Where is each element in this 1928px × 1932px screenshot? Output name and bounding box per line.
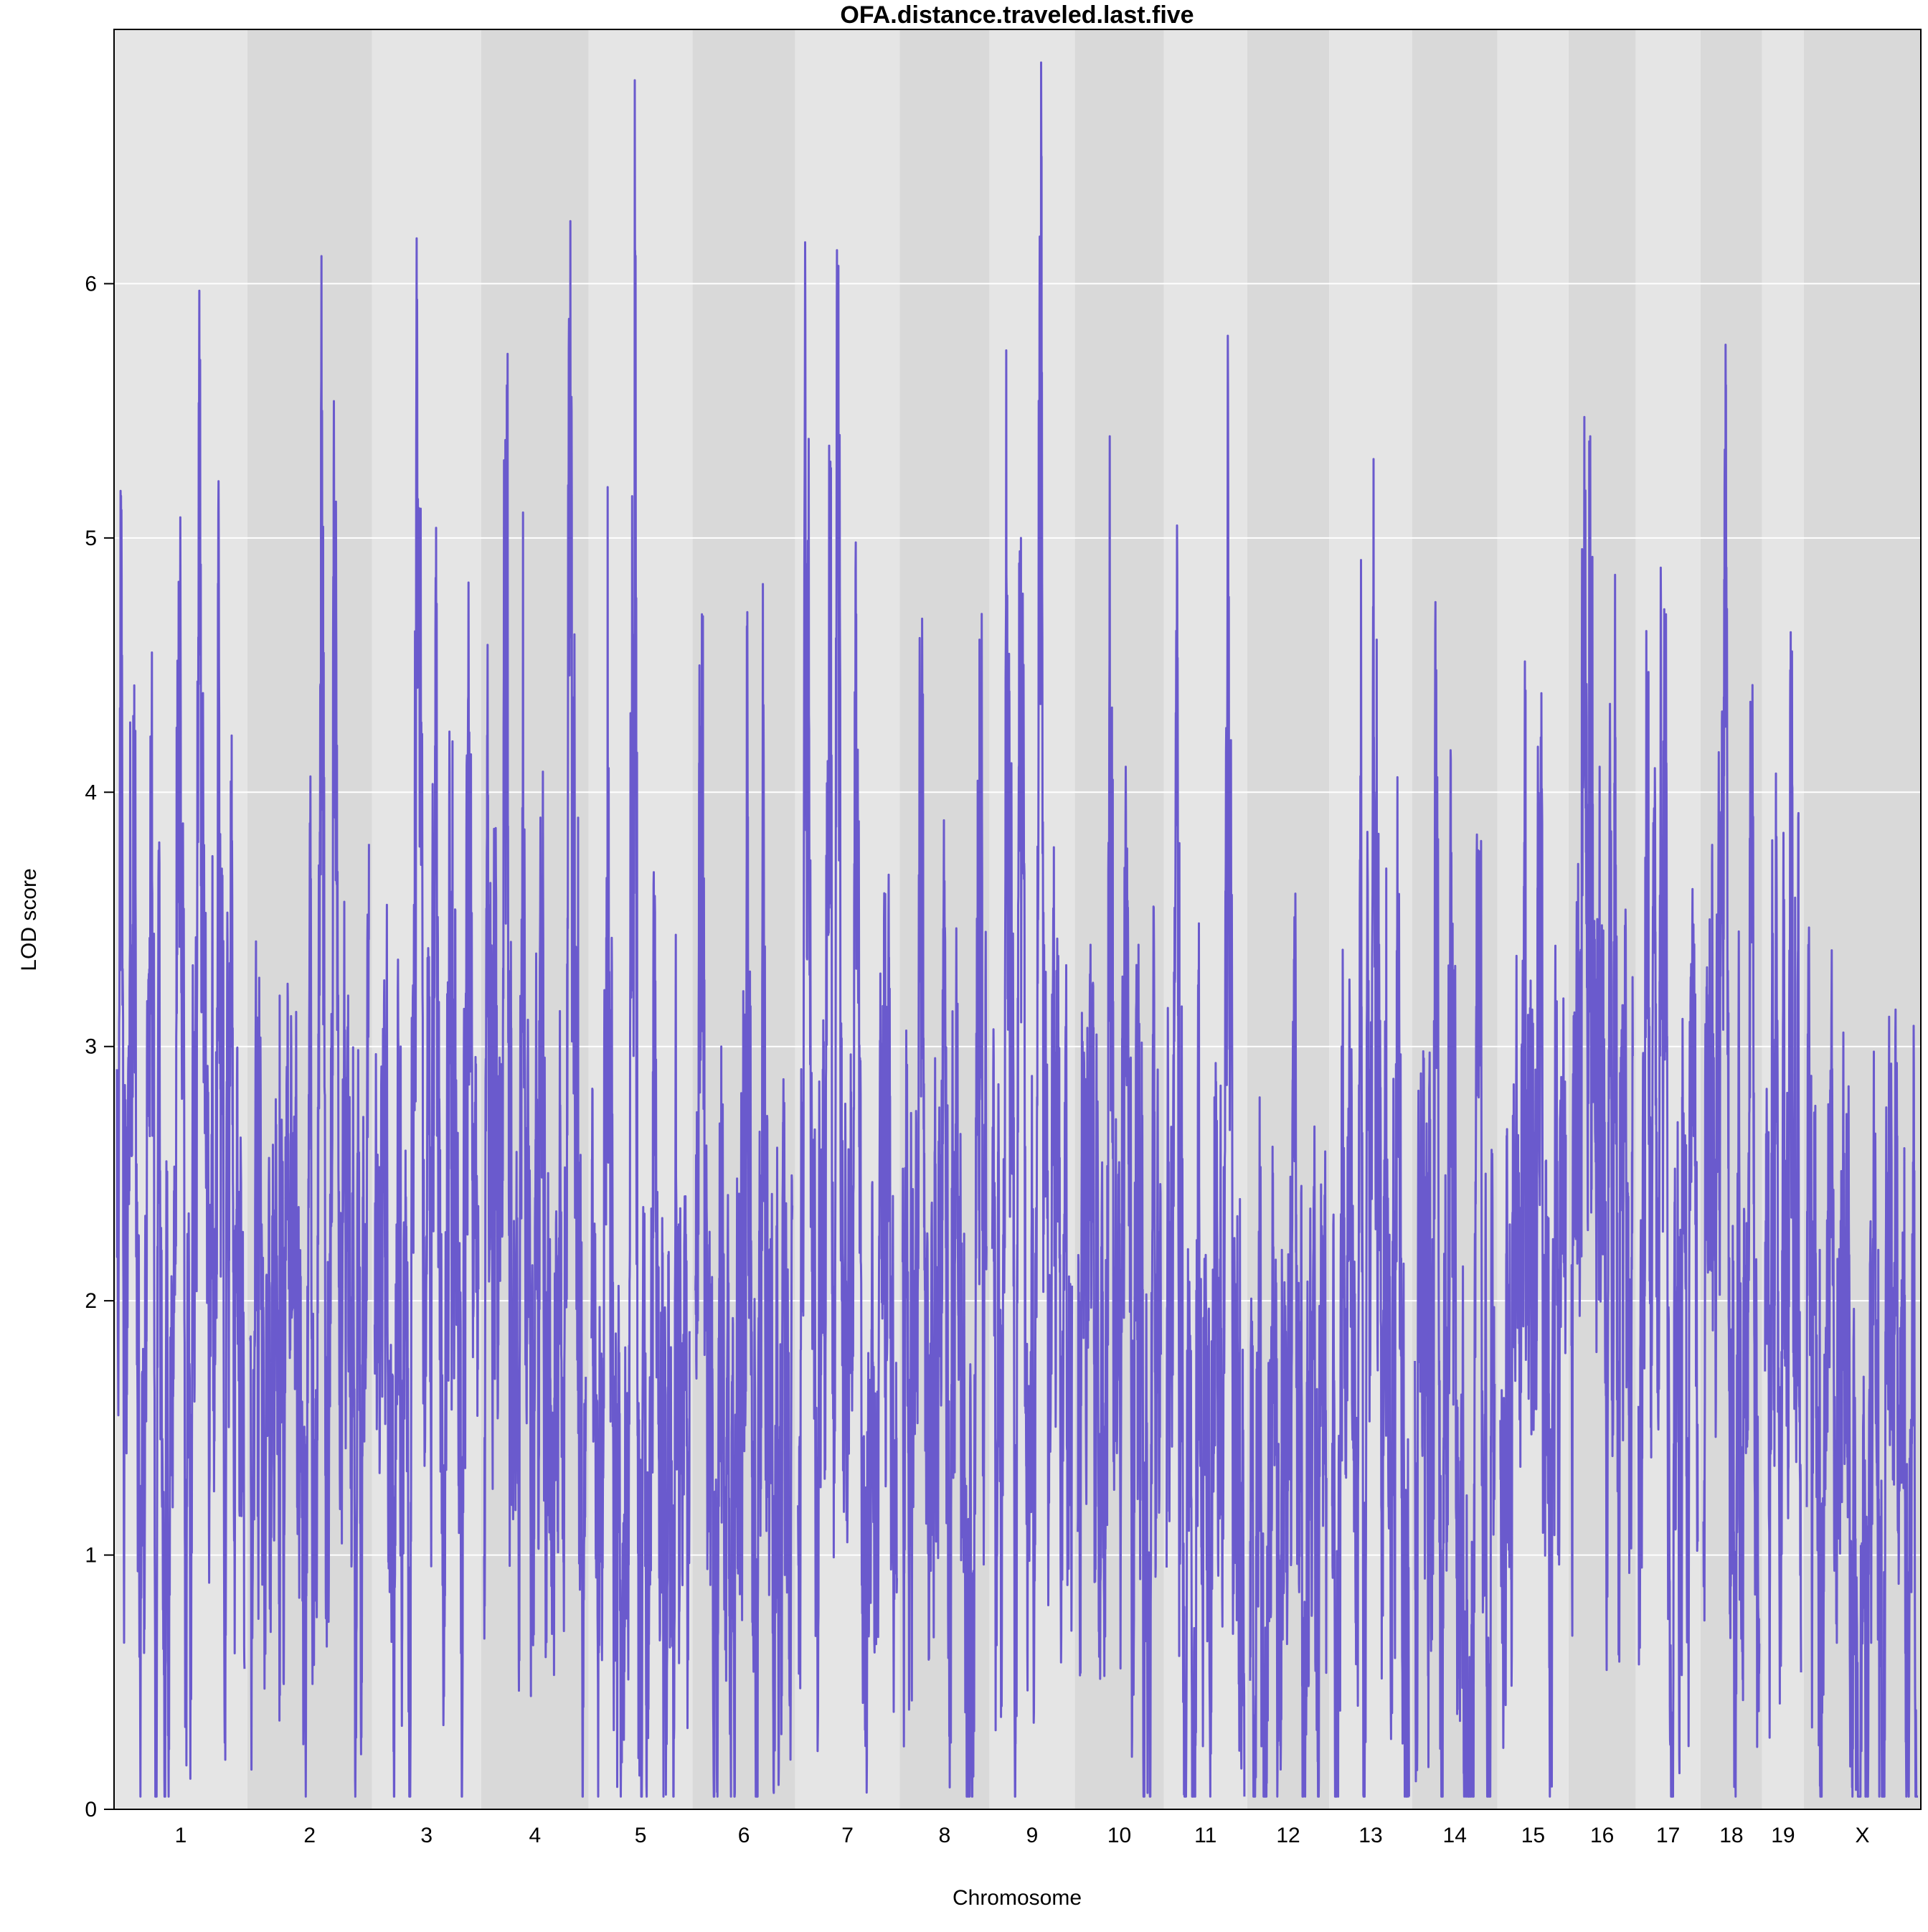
y-tick-label-5: 5 — [85, 527, 97, 550]
lod-curve-chr-15 — [1499, 660, 1567, 1798]
y-tick-label-1: 1 — [85, 1544, 97, 1568]
x-tick-label-chr-14: 14 — [1443, 1824, 1467, 1847]
lod-curves — [115, 61, 1919, 1798]
lod-curve-chr-16 — [1570, 415, 1634, 1672]
lod-curve-chr-3 — [373, 237, 480, 1798]
y-axis: 0 1 2 3 4 5 6 — [85, 272, 114, 1822]
y-tick-label-0: 0 — [85, 1798, 97, 1822]
lod-curve-chr-2 — [249, 255, 370, 1798]
y-axis-title: LOD score — [17, 868, 41, 971]
lod-curve-chr-6 — [694, 583, 794, 1798]
lod-curve-chr-1 — [115, 289, 246, 1798]
x-tick-label-chr-15: 15 — [1521, 1824, 1545, 1847]
lod-curve-chr-10 — [1077, 435, 1162, 1798]
lod-curve-chr-8 — [902, 613, 988, 1798]
x-tick-label-chr-3: 3 — [420, 1824, 433, 1847]
x-tick-label-chr-12: 12 — [1276, 1824, 1300, 1847]
lod-curve-chr-4 — [483, 220, 587, 1798]
chart-title: OFA.distance.traveled.last.five — [840, 1, 1194, 29]
x-tick-label-chr-7: 7 — [841, 1824, 854, 1847]
x-tick-label-chr-18: 18 — [1719, 1824, 1743, 1847]
lod-curve-chr-9 — [991, 61, 1074, 1798]
lod-curve-chr-X — [1805, 926, 1919, 1798]
x-tick-label-chr-16: 16 — [1590, 1824, 1614, 1847]
y-tick-label-3: 3 — [85, 1035, 97, 1059]
lod-curve-chr-13 — [1331, 458, 1410, 1798]
x-tick-label-chr-8: 8 — [939, 1824, 951, 1847]
plot-frame — [113, 29, 1922, 1810]
lod-curve-chr-12 — [1249, 892, 1328, 1798]
x-tick-label-chr-5: 5 — [635, 1824, 647, 1847]
lod-curve-chr-7 — [797, 241, 898, 1794]
x-tick-label-chr-13: 13 — [1358, 1824, 1382, 1847]
x-tick-label-chr-19: 19 — [1771, 1824, 1795, 1847]
y-tick-label-4: 4 — [85, 781, 97, 804]
x-tick-label-chr-10: 10 — [1107, 1824, 1131, 1847]
x-tick-label-chr-2: 2 — [303, 1824, 316, 1847]
x-tick-label-chr-11: 11 — [1194, 1824, 1216, 1847]
x-tick-label-chr-6: 6 — [738, 1824, 750, 1847]
x-tick-label-chr-4: 4 — [529, 1824, 542, 1847]
x-tick-label-chr-X: X — [1855, 1824, 1869, 1847]
lod-curve-chr-19 — [1764, 631, 1802, 1739]
lod-curve-chr-17 — [1637, 566, 1699, 1798]
x-axis: 1 2 3 4 5 6 7 8 9 10 11 12 13 14 15 16 17 18 19 X — [175, 1824, 1870, 1847]
y-tick-label-6: 6 — [85, 272, 97, 296]
x-tick-label-chr-9: 9 — [1026, 1824, 1039, 1847]
y-tick-label-2: 2 — [85, 1289, 97, 1313]
x-tick-label-chr-17: 17 — [1656, 1824, 1680, 1847]
x-tick-label-chr-1: 1 — [175, 1824, 187, 1847]
lod-curve-chr-14 — [1414, 600, 1496, 1798]
lod-curve-chr-5 — [590, 79, 691, 1798]
lod-curve-chr-18 — [1702, 344, 1761, 1798]
lod-curve-chr-11 — [1166, 334, 1246, 1798]
x-axis-title: Chromosome — [953, 1886, 1082, 1910]
